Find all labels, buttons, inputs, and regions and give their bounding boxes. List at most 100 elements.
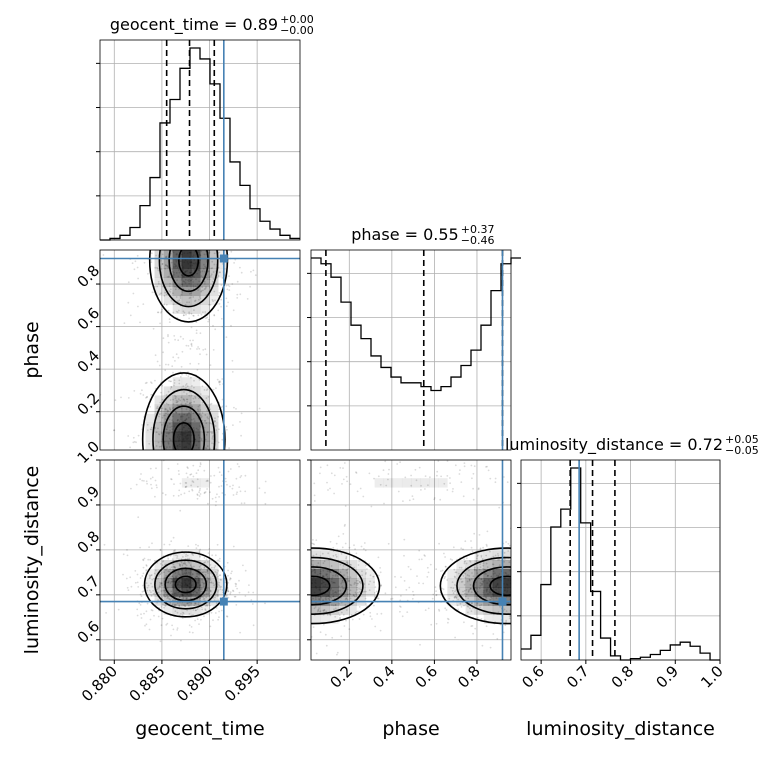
sample-point (161, 262, 164, 265)
sample-point (184, 402, 187, 405)
sample-point (160, 520, 162, 522)
sample-point (180, 365, 183, 368)
sample-point (497, 559, 499, 561)
sample-point (205, 596, 208, 599)
sample-point (179, 399, 182, 402)
sample-point (210, 273, 213, 276)
sample-point (184, 221, 186, 223)
sample-point (492, 555, 495, 558)
sample-point (403, 554, 405, 557)
sample-point (438, 542, 440, 545)
sample-point (150, 609, 153, 611)
sample-point (188, 312, 191, 315)
sample-point (330, 472, 333, 475)
x-axis-label-phase: phase (382, 718, 439, 740)
sample-point (221, 242, 223, 244)
sample-point (538, 594, 540, 596)
sample-point (200, 275, 203, 277)
sample-point (197, 568, 200, 571)
sample-point (178, 299, 181, 302)
sample-point (137, 458, 139, 460)
sample-point (554, 601, 556, 603)
sample-point (339, 563, 342, 566)
sample-point (149, 405, 152, 408)
sample-point (206, 495, 208, 497)
sample-point (517, 470, 519, 472)
sample-point (253, 609, 255, 611)
sample-point (529, 561, 531, 563)
sample-point (143, 612, 145, 615)
sample-point (165, 363, 167, 366)
sample-point (348, 546, 351, 549)
sample-point (208, 246, 210, 248)
sample-point (185, 553, 188, 556)
sample-point (201, 595, 204, 598)
sample-point (430, 623, 433, 626)
sample-point (165, 293, 168, 296)
sample-point (148, 512, 150, 514)
sample-point (265, 577, 267, 579)
contour-level (168, 250, 209, 293)
sample-point (192, 200, 194, 202)
density-bin (172, 605, 183, 615)
sample-point (212, 349, 215, 351)
sample-point (200, 587, 203, 589)
sample-point (466, 574, 469, 576)
sample-point (201, 286, 204, 288)
sample-point (214, 328, 217, 331)
sample-point (443, 482, 446, 485)
sample-point (184, 482, 187, 484)
sample-point (546, 560, 548, 562)
sample-point (190, 565, 193, 568)
sample-point (193, 565, 195, 568)
sample-point (523, 557, 525, 559)
sample-point (558, 622, 560, 624)
sample-point (349, 597, 352, 600)
sample-point (432, 593, 435, 596)
sample-point (190, 484, 193, 487)
sample-point (550, 593, 552, 595)
sample-point (198, 206, 200, 208)
sample-point (203, 557, 206, 559)
sample-point (294, 561, 296, 563)
sample-point (232, 589, 234, 592)
sample-point (176, 476, 178, 478)
sample-point (273, 544, 275, 546)
density-bin (172, 304, 183, 314)
sample-point (166, 622, 169, 625)
sample-point (168, 543, 171, 546)
sample-point (173, 566, 176, 569)
sample-point (227, 569, 230, 572)
sample-point (120, 396, 122, 399)
sample-point (225, 480, 227, 483)
sample-point (290, 489, 292, 491)
histogram-luminosity_distance (521, 467, 720, 661)
sample-point (160, 606, 163, 608)
sample-point (189, 409, 191, 412)
contour-level (143, 551, 228, 618)
density-bin (465, 560, 475, 570)
sample-point (210, 200, 212, 202)
sample-point (169, 465, 171, 467)
sample-point (217, 212, 219, 214)
sample-point (172, 215, 174, 217)
density-bin (163, 295, 174, 305)
sample-point (359, 588, 362, 591)
sample-point (219, 381, 221, 383)
sample-point (301, 556, 303, 558)
sample-point (218, 496, 221, 498)
sample-point (166, 409, 169, 412)
sample-point (159, 548, 162, 551)
sample-point (468, 578, 471, 581)
sample-point (220, 406, 223, 409)
sample-point (168, 575, 171, 578)
sample-point (379, 571, 382, 574)
sample-point (179, 222, 181, 224)
sample-point (527, 591, 529, 593)
sample-point (176, 216, 178, 218)
sample-point (189, 402, 191, 405)
sample-point (182, 385, 185, 388)
sample-point (172, 566, 175, 568)
sample-point (193, 229, 195, 231)
sample-point (172, 182, 174, 184)
